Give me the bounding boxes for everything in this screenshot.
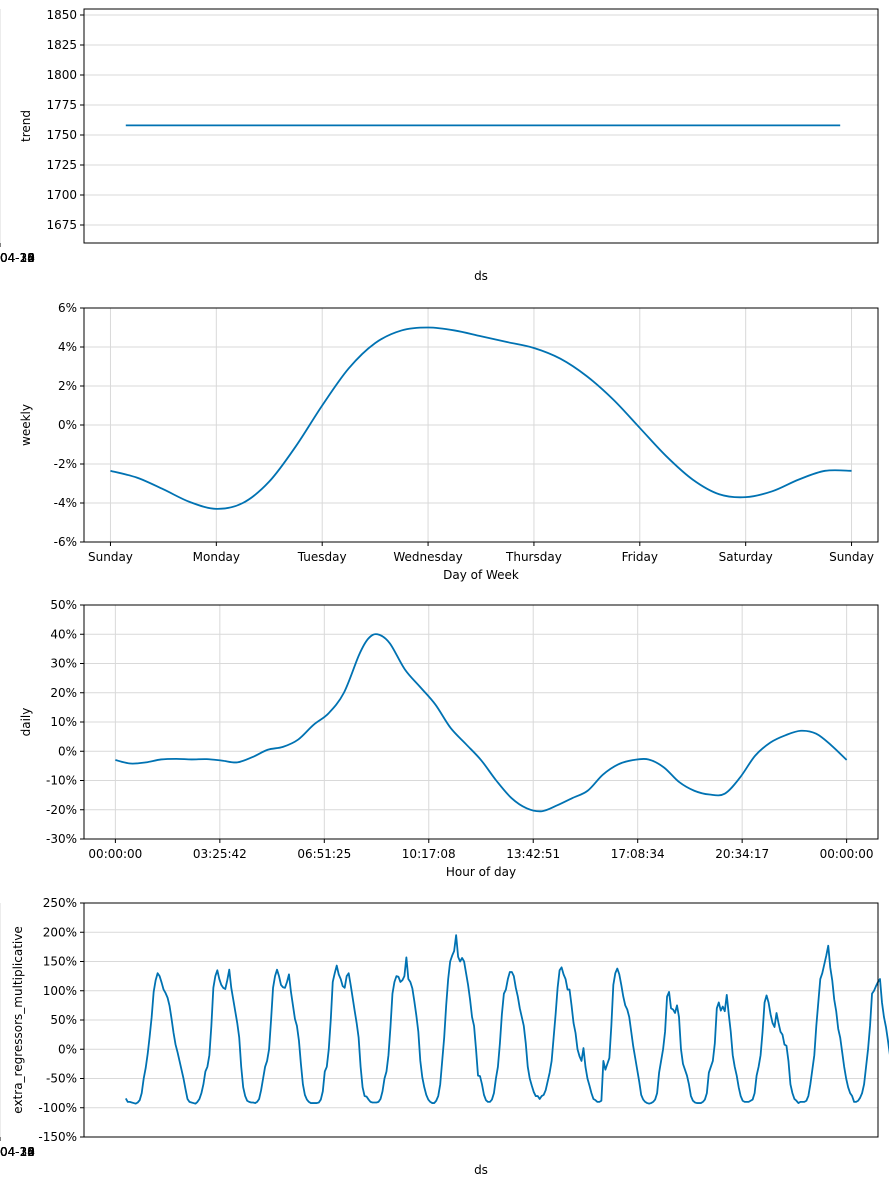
x-tick-label: 13:42:51 <box>506 847 560 861</box>
x-tick-label: Sunday <box>88 550 133 564</box>
y-tick-label: 10% <box>50 715 77 729</box>
x-tick-label: 2023-04-26 <box>0 1145 35 1159</box>
y-tick-label: -6% <box>54 535 77 549</box>
y-tick-label: 200% <box>43 925 77 939</box>
panel-weekly: Sunday Monday Tuesday Wednesday Thursday Frid… <box>19 301 879 582</box>
x-tick-label: 2023-04-22 <box>0 1145 35 1159</box>
y-tick-label: 2% <box>58 379 77 393</box>
y-axis-label: trend <box>19 110 33 142</box>
y-tick-label: -50% <box>46 1072 77 1086</box>
x-tick-label: 00:00:00 <box>88 847 142 861</box>
x-tick-label: Sunday <box>829 550 874 564</box>
series-line-daily <box>115 633 848 813</box>
panel-trend: 2023-04-182023-04-202023-04-222023-04-24… <box>0 8 879 283</box>
y-tick-label: 30% <box>50 657 77 671</box>
y-tick-label: 1775 <box>46 98 77 112</box>
y-tick-label: 1700 <box>46 188 77 202</box>
x-tick-label: Saturday <box>719 550 773 564</box>
x-tick-label: Tuesday <box>297 550 347 564</box>
x-axis-label: ds <box>474 1163 488 1177</box>
x-tick-label: 17:08:34 <box>611 847 665 861</box>
x-tick-label: 2023-04-30 <box>0 1145 35 1159</box>
y-tick-label: -2% <box>54 457 77 471</box>
x-tick-label: Monday <box>193 550 240 564</box>
x-tick-label: 00:00:00 <box>820 847 874 861</box>
x-tick-label: 2023-04-20 <box>0 1145 35 1159</box>
x-tick-label: 06:51:25 <box>297 847 351 861</box>
y-axis-label: weekly <box>19 404 33 446</box>
x-tick-label: 2023-04-20 <box>0 251 35 265</box>
y-tick-label: -150% <box>38 1130 77 1144</box>
y-tick-label: 150% <box>43 955 77 969</box>
panel-extra-regressors-multiplicative: 2023-04-182023-04-202023-04-222023-04-24… <box>0 896 889 1177</box>
x-tick-label: 2023-04-24 <box>0 1145 35 1159</box>
y-tick-label: 1750 <box>46 128 77 142</box>
y-tick-label: 0% <box>58 418 77 432</box>
y-tick-label: 1725 <box>46 158 77 172</box>
x-tick-label: 2023-04-24 <box>0 251 35 265</box>
y-tick-label: -30% <box>46 832 77 846</box>
x-tick-label: 2023-04-18 <box>0 251 35 265</box>
x-tick-label: 2023-04-22 <box>0 251 35 265</box>
y-tick-label: 1825 <box>46 38 77 52</box>
x-tick-label: Thursday <box>505 550 562 564</box>
y-tick-label: 1850 <box>46 8 77 22</box>
y-tick-label: 4% <box>58 340 77 354</box>
x-tick-label: 2023-04-30 <box>0 251 35 265</box>
x-tick-label: Friday <box>622 550 658 564</box>
plot-frame <box>83 8 879 244</box>
y-tick-label: 6% <box>58 301 77 315</box>
y-tick-label: 1800 <box>46 68 77 82</box>
x-tick-label: 10:17:08 <box>402 847 456 861</box>
x-tick-label: 03:25:42 <box>193 847 247 861</box>
x-tick-label: 20:34:17 <box>715 847 769 861</box>
x-tick-label: 2023-04-28 <box>0 1145 35 1159</box>
y-tick-label: -10% <box>46 774 77 788</box>
y-tick-label: -20% <box>46 803 77 817</box>
x-tick-label: Wednesday <box>393 550 462 564</box>
y-axis-label: extra_regressors_multiplicative <box>11 926 25 1113</box>
x-tick-label: 2023-04-18 <box>0 1145 35 1159</box>
y-tick-label: 0% <box>58 1042 77 1056</box>
y-tick-label: 50% <box>50 598 77 612</box>
y-tick-label: -100% <box>38 1101 77 1115</box>
y-tick-label: 250% <box>43 896 77 910</box>
series-line-extra-regressors-multiplicative <box>125 934 889 1105</box>
x-axis-label: Day of Week <box>443 568 519 582</box>
y-tick-label: 40% <box>50 627 77 641</box>
y-tick-label: 1675 <box>46 218 77 232</box>
y-tick-label: 50% <box>50 1013 77 1027</box>
x-tick-label: 2023-04-26 <box>0 251 35 265</box>
plot-frame <box>83 902 879 1138</box>
plot-frame <box>83 604 879 840</box>
y-axis-label: daily <box>19 708 33 737</box>
panel-daily: 00:00:00 03:25:42 06:51:25 10:17:08 13:42:51… <box>19 598 879 879</box>
y-tick-label: 0% <box>58 744 77 758</box>
y-tick-label: 100% <box>43 984 77 998</box>
y-tick-label: -4% <box>54 496 77 510</box>
x-axis-label: Hour of day <box>446 865 516 879</box>
series-line-weekly <box>110 326 852 510</box>
y-tick-label: 20% <box>50 686 77 700</box>
x-tick-label: 2023-04-28 <box>0 251 35 265</box>
plot-frame <box>83 307 879 543</box>
x-axis-label: ds <box>474 269 488 283</box>
